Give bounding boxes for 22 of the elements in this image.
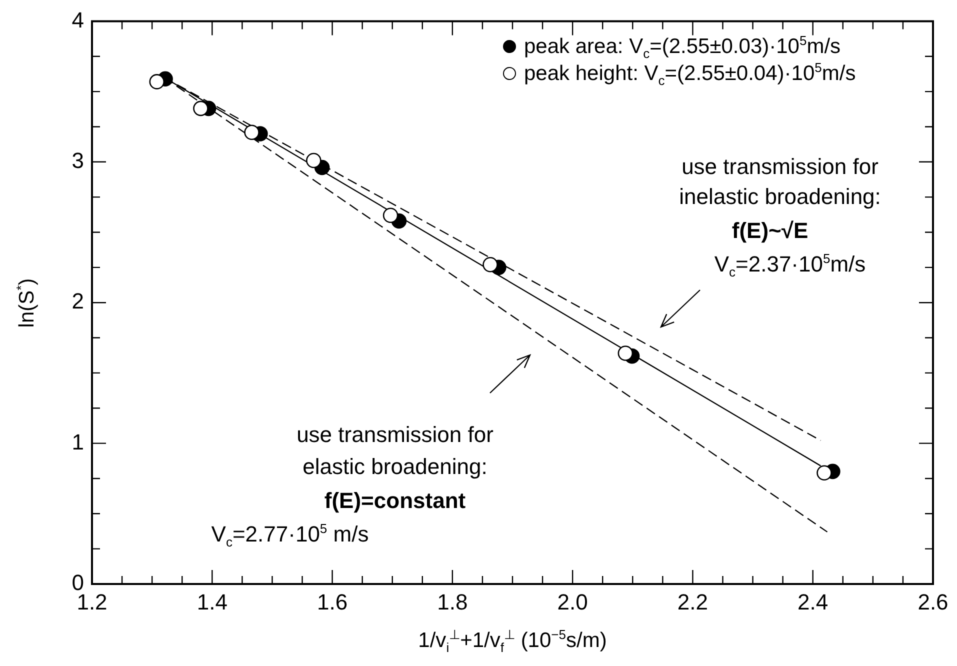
y-tick-label: 4 bbox=[72, 7, 84, 32]
annotation: V$_{c}$=2.37·10$^{5}$m/s bbox=[714, 251, 866, 280]
annotation: elastic broadening: bbox=[302, 454, 488, 479]
y-tick-label: 1 bbox=[72, 429, 84, 454]
annotation: use transmission for bbox=[682, 154, 878, 179]
y-tick-label: 3 bbox=[72, 148, 84, 173]
annotation: f(E)=constant bbox=[324, 488, 466, 513]
x-tick-label: 2.2 bbox=[677, 589, 708, 614]
legend-label: peak area: V$_{c}$=(2.55±0.03)·10$^{5}$m/s bbox=[524, 32, 841, 61]
x-tick-label: 2.0 bbox=[557, 589, 588, 614]
x-tick-label: 2.4 bbox=[798, 589, 828, 614]
annotation: use transmission for bbox=[296, 422, 494, 447]
text: 1/v$_{i}$$^{⊥}$+1/v$_{f}$$^{⊥}$ (10$^{−5}$s/m) bbox=[418, 627, 607, 656]
x-tick-label: 1.4 bbox=[196, 589, 228, 614]
x-tick-label: 2.6 bbox=[918, 589, 948, 614]
x-tick-label: 1.8 bbox=[437, 589, 468, 614]
legend-label: peak height: V$_{c}$=(2.55±0.04)·10$^{5}$m/s bbox=[524, 60, 856, 88]
annotation: f(E)~√E bbox=[732, 218, 808, 243]
annotation: inelastic broadening: bbox=[679, 184, 881, 209]
annotation: V$_{c}$=2.77·10$^{5}$ m/s bbox=[211, 521, 369, 550]
x-tick-label: 1.6 bbox=[316, 589, 348, 614]
y-tick-label: 2 bbox=[72, 288, 84, 314]
